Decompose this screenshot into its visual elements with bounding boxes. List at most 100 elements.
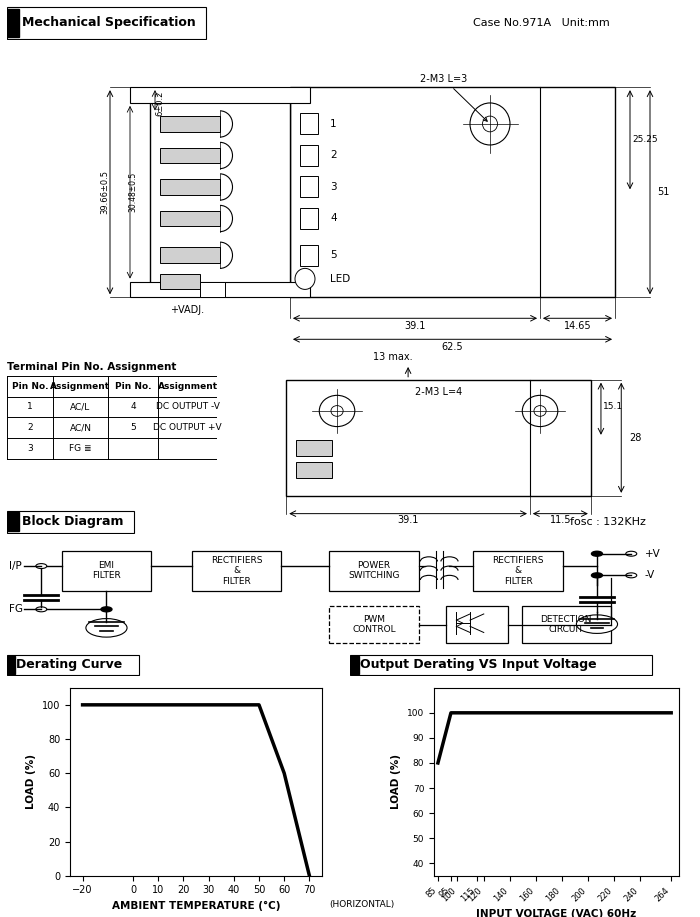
Text: fosc : 132KHz: fosc : 132KHz <box>570 517 645 526</box>
Circle shape <box>295 269 315 290</box>
Bar <box>160 116 220 132</box>
Bar <box>290 87 615 297</box>
Text: Pin No.: Pin No. <box>115 381 151 391</box>
Text: LED: LED <box>330 274 350 284</box>
Circle shape <box>592 551 603 557</box>
Text: AC/L: AC/L <box>71 403 90 412</box>
Circle shape <box>576 615 617 634</box>
Text: PWM
CONTROL: PWM CONTROL <box>352 615 396 635</box>
Circle shape <box>592 573 603 578</box>
Text: 28: 28 <box>629 433 641 443</box>
Circle shape <box>36 564 47 569</box>
Bar <box>300 176 318 197</box>
Bar <box>193 550 281 591</box>
Bar <box>300 114 318 135</box>
X-axis label: AMBIENT TEMPERATURE (°C): AMBIENT TEMPERATURE (°C) <box>112 901 280 911</box>
Bar <box>286 380 591 496</box>
Text: 39.1: 39.1 <box>405 321 426 331</box>
Text: -V: -V <box>645 570 655 580</box>
Bar <box>7 9 20 37</box>
Text: 2: 2 <box>330 150 337 160</box>
Text: Assignment: Assignment <box>50 381 111 391</box>
Text: 3: 3 <box>27 444 33 453</box>
Text: 25.25: 25.25 <box>633 135 658 144</box>
Text: 4: 4 <box>330 214 337 224</box>
Text: Derating Curve: Derating Curve <box>17 658 122 671</box>
Text: 62.5: 62.5 <box>442 342 463 352</box>
Text: Terminal Pin No. Assignment: Terminal Pin No. Assignment <box>7 362 176 372</box>
Text: Case No.971A   Unit:mm: Case No.971A Unit:mm <box>473 18 610 28</box>
Text: 14.65: 14.65 <box>564 321 592 331</box>
Bar <box>160 179 220 194</box>
Bar <box>300 245 318 266</box>
Y-axis label: LOAD (%): LOAD (%) <box>27 755 36 809</box>
Bar <box>350 656 358 674</box>
Text: 39.66±0.5: 39.66±0.5 <box>101 171 109 215</box>
X-axis label: INPUT VOLTAGE (VAC) 60Hz: INPUT VOLTAGE (VAC) 60Hz <box>477 909 636 917</box>
Text: 1: 1 <box>27 403 33 412</box>
Text: POWER
SWITCHING: POWER SWITCHING <box>349 561 400 580</box>
Circle shape <box>319 395 355 426</box>
Text: 3: 3 <box>330 182 337 192</box>
Bar <box>160 248 220 263</box>
Circle shape <box>331 405 343 416</box>
Text: DC OUTPUT +V: DC OUTPUT +V <box>153 423 222 432</box>
Bar <box>150 98 290 287</box>
Bar <box>160 273 200 290</box>
Text: 1: 1 <box>330 119 337 129</box>
Bar <box>297 462 332 478</box>
Text: 6±0.2: 6±0.2 <box>155 90 164 116</box>
Text: 5: 5 <box>130 423 136 432</box>
Bar <box>297 440 332 456</box>
Circle shape <box>482 116 498 132</box>
Text: +V: +V <box>645 548 661 558</box>
Circle shape <box>36 607 47 612</box>
Text: FG: FG <box>9 604 23 614</box>
Bar <box>160 148 220 163</box>
Text: 51: 51 <box>657 187 670 197</box>
Text: EMI
FILTER: EMI FILTER <box>92 561 121 580</box>
Bar <box>522 606 610 644</box>
Circle shape <box>470 103 510 145</box>
Bar <box>330 550 419 591</box>
Bar <box>130 87 310 103</box>
Bar <box>160 211 220 226</box>
Text: 30.48±0.5: 30.48±0.5 <box>128 172 137 213</box>
Text: 5: 5 <box>330 250 337 260</box>
Circle shape <box>101 607 112 612</box>
Text: 15.1: 15.1 <box>603 402 622 411</box>
Text: Output Derating VS Input Voltage: Output Derating VS Input Voltage <box>360 658 597 671</box>
Bar <box>7 513 20 531</box>
Bar <box>473 550 563 591</box>
Text: Pin No.: Pin No. <box>12 381 48 391</box>
Bar <box>300 145 318 166</box>
Y-axis label: LOAD (%): LOAD (%) <box>391 755 402 809</box>
Bar <box>7 656 15 674</box>
Text: (HORIZONTAL): (HORIZONTAL) <box>330 900 395 909</box>
Bar <box>446 606 508 644</box>
Circle shape <box>86 619 127 637</box>
Text: DETECTION
CIRCUIT: DETECTION CIRCUIT <box>540 615 592 635</box>
Text: Mechanical Specification: Mechanical Specification <box>22 17 196 29</box>
Text: RECTIFIERS
&
FILTER: RECTIFIERS & FILTER <box>211 556 262 586</box>
Text: 13 max.: 13 max. <box>373 351 413 361</box>
Circle shape <box>626 573 637 578</box>
Text: Block Diagram: Block Diagram <box>22 515 124 528</box>
Bar <box>200 282 225 297</box>
Circle shape <box>626 551 637 557</box>
Text: 4: 4 <box>130 403 136 412</box>
Circle shape <box>534 405 546 416</box>
Bar <box>62 550 151 591</box>
Text: AC/N: AC/N <box>69 423 92 432</box>
Text: 2: 2 <box>27 423 33 432</box>
Bar <box>300 208 318 229</box>
Text: FG ≣: FG ≣ <box>69 444 92 453</box>
Text: RECTIFIERS
&
FILTER: RECTIFIERS & FILTER <box>492 556 544 586</box>
Text: I/P: I/P <box>9 561 22 571</box>
Bar <box>130 282 310 297</box>
Text: Assignment: Assignment <box>158 381 218 391</box>
Bar <box>330 606 419 644</box>
Text: DC OUTPUT -V: DC OUTPUT -V <box>155 403 220 412</box>
Text: 2-M3 L=4: 2-M3 L=4 <box>415 387 462 397</box>
Text: 11.5: 11.5 <box>550 514 571 525</box>
